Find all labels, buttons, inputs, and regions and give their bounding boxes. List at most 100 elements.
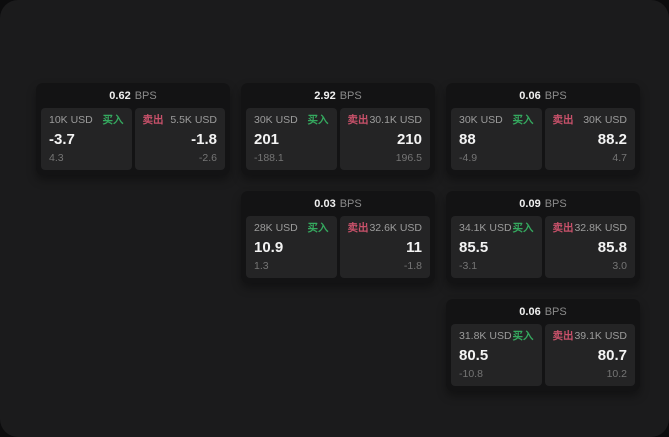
sell-delta: -1.8 (403, 260, 422, 272)
buy-side-label: 买入 (512, 222, 534, 234)
buy-amount-label: 30K USD (459, 114, 503, 126)
buy-price: 80.5 (459, 347, 489, 364)
quote-card: 0.03 BPS 28K USD 买入 10.9 1.3 卖出 32.6K US… (241, 191, 435, 283)
bps-value: 0.03 (314, 197, 336, 210)
sell-tile[interactable]: 卖出 5.5K USD -1.8 -2.6 (134, 108, 225, 170)
quote-card-body: 34.1K USD 买入 85.5 -3.1 卖出 32.8K USD 85.8… (446, 216, 640, 283)
bps-unit: BPS (339, 197, 362, 210)
sell-tile-header: 卖出 30K USD (553, 114, 628, 127)
buy-price: 10.9 (254, 239, 284, 256)
buy-tile[interactable]: 30K USD 买入 88 -4.9 (451, 108, 542, 170)
buy-price: -3.7 (49, 131, 75, 148)
sell-side-label: 卖出 (552, 330, 574, 342)
bps-unit: BPS (134, 89, 157, 102)
buy-tile-header: 30K USD 买入 (254, 114, 329, 127)
quote-card: 0.09 BPS 34.1K USD 买入 85.5 -3.1 卖出 32.8K… (446, 191, 640, 283)
buy-tile-header: 34.1K USD 买入 (459, 222, 534, 235)
sell-tile[interactable]: 卖出 30K USD 88.2 4.7 (544, 108, 635, 170)
buy-tile[interactable]: 28K USD 买入 10.9 1.3 (246, 216, 337, 278)
bps-header: 0.06 BPS (446, 83, 640, 108)
sell-tile-header: 卖出 32.8K USD (553, 222, 628, 235)
buy-side-label: 买入 (102, 114, 124, 126)
bps-unit: BPS (544, 305, 567, 318)
buy-delta: 1.3 (254, 260, 269, 272)
buy-amount-label: 30K USD (254, 114, 298, 126)
sell-delta: 196.5 (395, 152, 422, 164)
sell-tile[interactable]: 卖出 39.1K USD 80.7 10.2 (544, 324, 635, 386)
sell-amount-label: 39.1K USD (574, 330, 627, 342)
sell-delta: 3.0 (612, 260, 627, 272)
sell-price: 11 (406, 239, 422, 256)
sell-price: 88.2 (597, 131, 627, 148)
buy-delta: -10.8 (459, 368, 483, 380)
buy-amount-label: 10K USD (49, 114, 93, 126)
quote-card: 0.06 BPS 31.8K USD 买入 80.5 -10.8 卖出 39.1… (446, 299, 640, 391)
bps-header: 0.62 BPS (36, 83, 230, 108)
buy-tile-header: 10K USD 买入 (49, 114, 124, 127)
quote-card-body: 30K USD 买入 88 -4.9 卖出 30K USD 88.2 4.7 (446, 108, 640, 175)
sell-tile-header: 卖出 39.1K USD (553, 330, 628, 343)
buy-delta: -188.1 (254, 152, 284, 164)
bps-unit: BPS (544, 197, 567, 210)
sell-amount-label: 30K USD (583, 114, 627, 126)
sell-price: 210 (396, 131, 422, 148)
bps-unit: BPS (339, 89, 362, 102)
sell-amount-label: 30.1K USD (369, 114, 422, 126)
quote-card: 0.62 BPS 10K USD 买入 -3.7 4.3 卖出 5.5K USD… (36, 83, 230, 175)
bps-unit: BPS (544, 89, 567, 102)
sell-side-label: 卖出 (347, 222, 369, 234)
bps-value: 0.09 (519, 197, 541, 210)
bps-header: 2.92 BPS (241, 83, 435, 108)
sell-tile-header: 卖出 30.1K USD (348, 114, 423, 127)
sell-tile[interactable]: 卖出 32.8K USD 85.8 3.0 (544, 216, 635, 278)
bps-value: 2.92 (314, 89, 336, 102)
sell-amount-label: 32.8K USD (574, 222, 627, 234)
buy-amount-label: 34.1K USD (459, 222, 512, 234)
buy-side-label: 买入 (512, 114, 534, 126)
sell-delta: 4.7 (612, 152, 627, 164)
sell-amount-label: 32.6K USD (369, 222, 422, 234)
sell-side-label: 卖出 (552, 114, 574, 126)
bps-header: 0.03 BPS (241, 191, 435, 216)
buy-amount-label: 31.8K USD (459, 330, 512, 342)
bps-header: 0.06 BPS (446, 299, 640, 324)
bps-value: 0.06 (519, 89, 541, 102)
sell-tile-header: 卖出 32.6K USD (348, 222, 423, 235)
bps-value: 0.62 (109, 89, 131, 102)
sell-amount-label: 5.5K USD (170, 114, 217, 126)
buy-amount-label: 28K USD (254, 222, 298, 234)
sell-side-label: 卖出 (552, 222, 574, 234)
sell-tile[interactable]: 卖出 30.1K USD 210 196.5 (339, 108, 430, 170)
sell-price: -1.8 (191, 131, 217, 148)
quote-card-body: 31.8K USD 买入 80.5 -10.8 卖出 39.1K USD 80.… (446, 324, 640, 391)
buy-delta: 4.3 (49, 152, 64, 164)
quote-card-grid: 0.62 BPS 10K USD 买入 -3.7 4.3 卖出 5.5K USD… (36, 83, 640, 391)
sell-delta: -2.6 (198, 152, 217, 164)
buy-side-label: 买入 (307, 114, 329, 126)
sell-tile-header: 卖出 5.5K USD (143, 114, 218, 127)
quote-card-body: 28K USD 买入 10.9 1.3 卖出 32.6K USD 11 -1.8 (241, 216, 435, 283)
sell-delta: 10.2 (606, 368, 627, 380)
bps-header: 0.09 BPS (446, 191, 640, 216)
sell-side-label: 卖出 (142, 114, 164, 126)
buy-tile[interactable]: 10K USD 买入 -3.7 4.3 (41, 108, 132, 170)
buy-delta: -4.9 (459, 152, 478, 164)
buy-tile[interactable]: 31.8K USD 买入 80.5 -10.8 (451, 324, 542, 386)
sell-tile[interactable]: 卖出 32.6K USD 11 -1.8 (339, 216, 430, 278)
sell-side-label: 卖出 (347, 114, 369, 126)
quote-card: 2.92 BPS 30K USD 买入 201 -188.1 卖出 30.1K … (241, 83, 435, 175)
sell-price: 85.8 (597, 239, 627, 256)
buy-tile[interactable]: 30K USD 买入 201 -188.1 (246, 108, 337, 170)
buy-tile[interactable]: 34.1K USD 买入 85.5 -3.1 (451, 216, 542, 278)
sell-price: 80.7 (597, 347, 627, 364)
quote-card: 0.06 BPS 30K USD 买入 88 -4.9 卖出 30K USD 8… (446, 83, 640, 175)
buy-price: 201 (254, 131, 280, 148)
buy-tile-header: 31.8K USD 买入 (459, 330, 534, 343)
bps-value: 0.06 (519, 305, 541, 318)
buy-side-label: 买入 (307, 222, 329, 234)
buy-price: 85.5 (459, 239, 489, 256)
buy-tile-header: 30K USD 买入 (459, 114, 534, 127)
buy-price: 88 (459, 131, 476, 148)
buy-tile-header: 28K USD 买入 (254, 222, 329, 235)
quote-card-body: 30K USD 买入 201 -188.1 卖出 30.1K USD 210 1… (241, 108, 435, 175)
